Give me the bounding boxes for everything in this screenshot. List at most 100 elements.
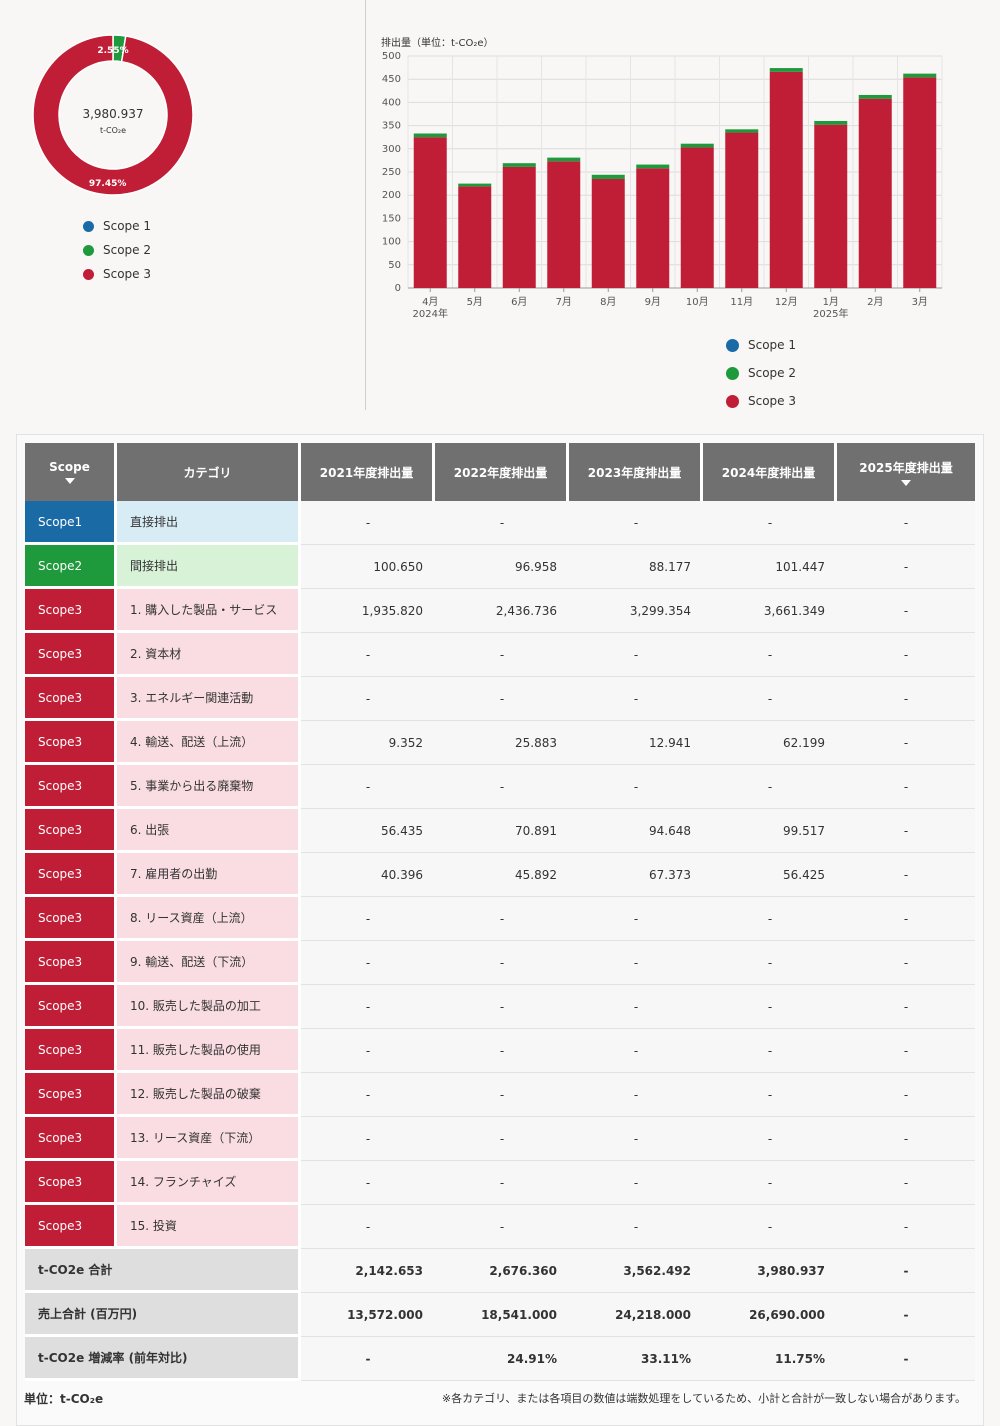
bar-segment-scope-3[interactable] [903, 77, 937, 289]
bar-segment-scope-3[interactable] [591, 178, 625, 288]
value-cell: - [435, 1029, 569, 1073]
value-cell: - [837, 809, 975, 853]
scope-cell: Scope3 [25, 677, 117, 721]
legend-item[interactable]: Scope 3 [83, 267, 151, 281]
scope-cell: Scope3 [25, 1029, 117, 1073]
bar-segment-scope-2[interactable] [769, 68, 803, 72]
scope-cell: Scope3 [25, 1117, 117, 1161]
summary-value-cell: 11.75% [703, 1337, 837, 1381]
value-cell: - [837, 985, 975, 1029]
value-cell: - [837, 941, 975, 985]
category-cell: 1. 購入した製品・サービス [117, 589, 301, 633]
sort-down-icon[interactable] [901, 479, 911, 486]
category-cell: 7. 雇用者の出勤 [117, 853, 301, 897]
value-cell: 3,299.354 [569, 589, 703, 633]
donut-slice-scope-3 [32, 34, 194, 196]
scope-cell: Scope1 [25, 501, 117, 545]
value-cell: - [301, 1029, 435, 1073]
value-cell: - [435, 1205, 569, 1249]
bar-segment-scope-2[interactable] [413, 133, 447, 138]
value-cell: - [435, 765, 569, 809]
legend-dot-icon [83, 268, 94, 280]
table-row: Scope2 間接排出 100.650 96.958 88.177 101.447- [25, 545, 975, 589]
legend-item[interactable]: Scope 2 [83, 243, 151, 257]
bar-segment-scope-2[interactable] [591, 174, 625, 179]
bar-segment-scope-2[interactable] [814, 120, 848, 125]
y-tick-label: 150 [382, 213, 401, 224]
rounding-note: ※各カテゴリ、または各項目の数値は端数処理をしているため、小計と合計が一致しない… [441, 1392, 966, 1405]
sort-down-icon[interactable] [64, 478, 75, 484]
value-cell: - [569, 1161, 703, 1205]
category-cell: 8. リース資産（上流） [117, 897, 301, 941]
bar-segment-scope-2[interactable] [858, 94, 892, 99]
column-header: カテゴリ [117, 443, 301, 501]
x-tick-label: 4月 [422, 296, 438, 308]
legend-item[interactable]: Scope 3 [726, 394, 796, 408]
bar-segment-scope-2[interactable] [903, 73, 937, 78]
value-cell: - [569, 677, 703, 721]
donut-center-unit: t-CO₂e [100, 126, 126, 135]
table-row: Scope3 5. 事業から出る廃棄物 - - - - - [25, 765, 975, 809]
emissions-table-panel: Scope カテゴリ 2021年度排出量 2022年度排出量 2023年度排出量 2024… [16, 434, 984, 1426]
summary-value-cell: 24,218.000 [569, 1293, 703, 1337]
x-tick-label: 9月 [645, 296, 661, 308]
category-cell: 2. 資本材 [117, 633, 301, 677]
bar-segment-scope-2[interactable] [458, 183, 492, 187]
category-cell: 直接排出 [117, 501, 301, 545]
bar-segment-scope-2[interactable] [680, 143, 714, 148]
x-tick-label: 5月 [467, 296, 483, 308]
bar-legend: Scope 1 Scope 2 Scope 3 [726, 338, 796, 422]
value-cell: 25.883 [435, 721, 569, 765]
bar-segment-scope-2[interactable] [725, 129, 759, 133]
table-row: Scope3 4. 輸送、配送（上流） 9.352 25.883 12.941 62.19… [25, 721, 975, 765]
bar-segment-scope-3[interactable] [636, 168, 670, 288]
value-cell: - [301, 765, 435, 809]
value-cell: - [837, 589, 975, 633]
value-cell: 3,661.349 [703, 589, 837, 633]
value-cell: 99.517 [703, 809, 837, 853]
bar-segment-scope-2[interactable] [636, 164, 670, 169]
value-cell: - [435, 501, 569, 545]
legend-label: Scope 1 [103, 219, 152, 233]
legend-item[interactable]: Scope 1 [726, 338, 796, 352]
table-row: Scope1 直接排出 - - - - - [25, 501, 975, 545]
column-header-label: 2024年度排出量 [721, 465, 816, 480]
bar-segment-scope-3[interactable] [458, 186, 492, 288]
bar-segment-scope-3[interactable] [769, 71, 803, 288]
value-cell: 40.396 [301, 853, 435, 897]
bar-segment-scope-3[interactable] [413, 137, 447, 288]
value-cell: - [703, 1073, 837, 1117]
value-cell: - [569, 1029, 703, 1073]
value-cell: - [837, 853, 975, 897]
summary-value-cell: - [837, 1337, 975, 1381]
column-header: 2023年度排出量 [569, 443, 703, 501]
bar-segment-scope-3[interactable] [858, 98, 892, 288]
table-row: Scope3 13. リース資産（下流） - - - - - [25, 1117, 975, 1161]
value-cell: - [301, 1073, 435, 1117]
unit-note: 単位：t-CO₂e [24, 1392, 104, 1406]
legend-item[interactable]: Scope 1 [83, 219, 151, 233]
bar-segment-scope-3[interactable] [725, 132, 759, 288]
y-tick-label: 200 [382, 190, 401, 201]
column-header[interactable]: 2025年度排出量 [837, 443, 975, 501]
table-row: Scope3 7. 雇用者の出勤 40.396 45.892 67.373 56.425- [25, 853, 975, 897]
summary-value-cell: - [837, 1293, 975, 1337]
value-cell: - [703, 677, 837, 721]
value-cell: 94.648 [569, 809, 703, 853]
scope-cell: Scope3 [25, 897, 117, 941]
bar-segment-scope-2[interactable] [547, 157, 581, 162]
stacked-bar-chart: 排出量（単位：t-CO₂e） 0 50 100 150 200 250 300 350 400 45… [381, 36, 943, 320]
bar-segment-scope-3[interactable] [680, 147, 714, 288]
y-tick-label: 250 [382, 167, 401, 178]
bar-segment-scope-3[interactable] [814, 124, 848, 288]
legend-item[interactable]: Scope 2 [726, 366, 796, 380]
value-cell: - [435, 1073, 569, 1117]
value-cell: - [837, 545, 975, 589]
value-cell: - [569, 985, 703, 1029]
legend-label: Scope 2 [103, 243, 152, 257]
bar-segment-scope-3[interactable] [502, 166, 536, 288]
bar-segment-scope-3[interactable] [547, 161, 581, 288]
column-header[interactable]: Scope [25, 443, 117, 501]
y-tick-label: 450 [382, 74, 401, 85]
bar-segment-scope-2[interactable] [502, 163, 536, 167]
